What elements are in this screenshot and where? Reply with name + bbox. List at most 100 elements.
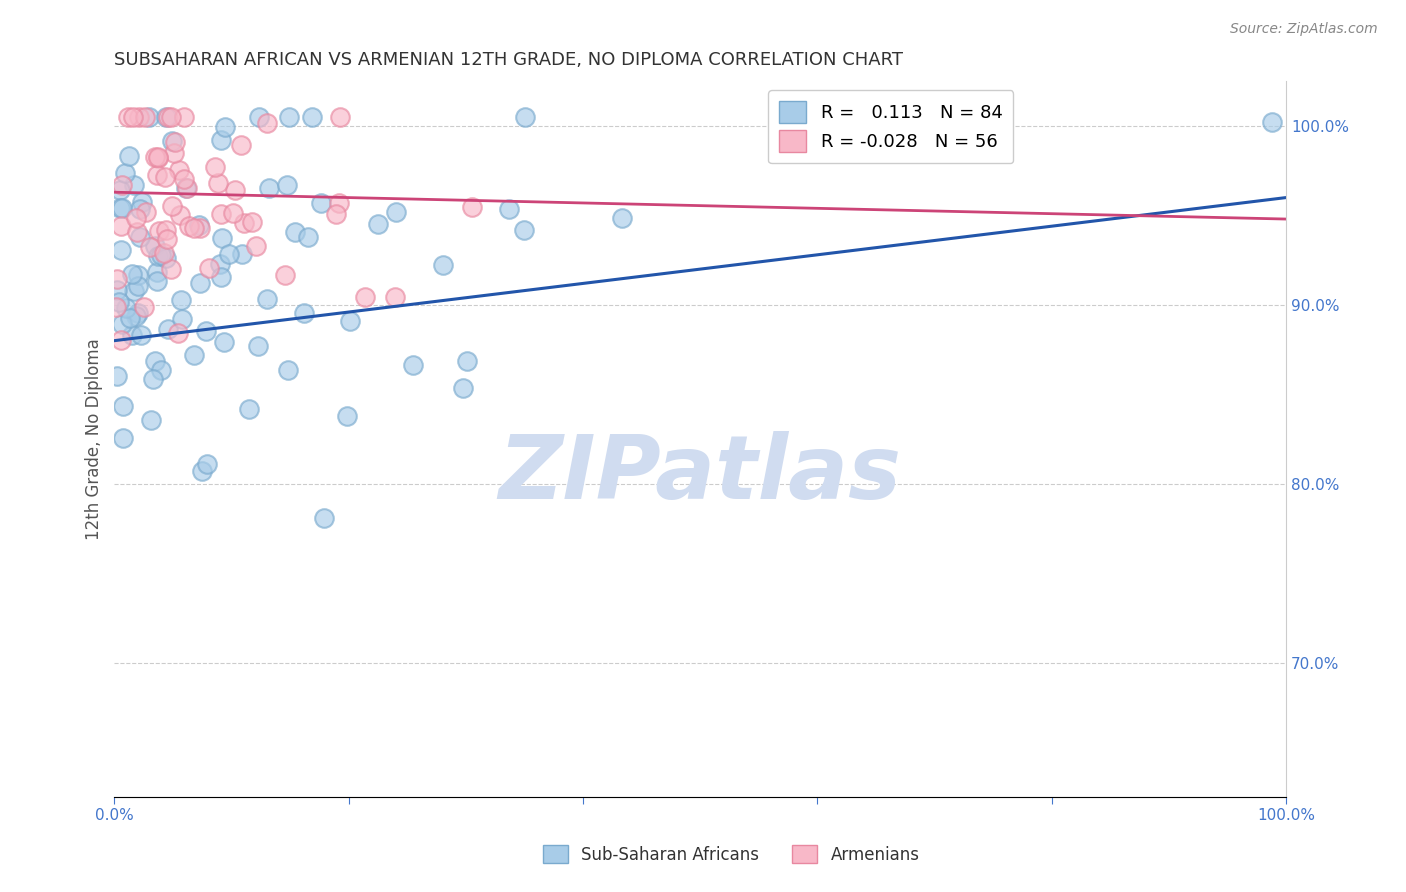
Point [138, 240, 160, 254]
Point [284, 225, 307, 239]
Point [247, 111, 270, 125]
Point [149, 363, 172, 377]
Point [166, 326, 188, 340]
Point [451, 381, 474, 395]
Point [157, 110, 180, 124]
Point [195, 457, 218, 471]
Point [146, 265, 169, 279]
Point [1261, 115, 1284, 129]
Point [309, 196, 332, 211]
Point [105, 369, 128, 384]
Point [146, 168, 169, 182]
Point [131, 194, 153, 209]
Point [105, 283, 128, 297]
Point [367, 218, 389, 232]
Point [115, 301, 138, 315]
Point [498, 202, 520, 216]
Point [128, 110, 150, 124]
Point [176, 181, 198, 195]
Point [153, 246, 176, 260]
Point [117, 110, 139, 124]
Point [143, 239, 166, 253]
Point [118, 311, 141, 326]
Point [169, 208, 191, 222]
Point [329, 110, 352, 124]
Point [111, 202, 134, 216]
Legend: Sub-Saharan Africans, Armenians: Sub-Saharan Africans, Armenians [536, 838, 927, 871]
Point [150, 248, 173, 262]
Point [146, 150, 169, 164]
Point [160, 134, 183, 148]
Point [207, 176, 229, 190]
Point [143, 150, 166, 164]
Point [162, 145, 184, 160]
Point [148, 224, 170, 238]
Point [238, 402, 260, 417]
Point [339, 314, 361, 328]
Point [138, 110, 160, 124]
Point [110, 243, 132, 257]
Point [204, 161, 226, 175]
Point [160, 199, 183, 213]
Point [146, 274, 169, 288]
Point [153, 170, 176, 185]
Point [214, 120, 236, 135]
Point [432, 258, 454, 272]
Point [110, 333, 132, 347]
Point [156, 322, 179, 336]
Point [173, 172, 195, 186]
Point [112, 431, 135, 445]
Point [325, 207, 347, 221]
Point [127, 306, 149, 320]
Point [111, 178, 134, 192]
Point [208, 257, 231, 271]
Point [209, 269, 232, 284]
Point [169, 293, 191, 307]
Point [134, 110, 156, 124]
Point [354, 290, 377, 304]
Point [211, 230, 233, 244]
Point [183, 220, 205, 235]
Point [159, 262, 181, 277]
Point [461, 200, 484, 214]
Point [336, 409, 359, 423]
Point [155, 251, 177, 265]
Point [129, 328, 152, 343]
Point [129, 229, 152, 244]
Point [456, 354, 478, 368]
Point [612, 211, 634, 225]
Point [195, 324, 218, 338]
Point [256, 116, 278, 130]
Point [209, 207, 232, 221]
Point [125, 211, 148, 226]
Point [256, 293, 278, 307]
Point [155, 232, 177, 246]
Point [218, 247, 240, 261]
Point [172, 312, 194, 326]
Point [209, 133, 232, 147]
Point [257, 180, 280, 194]
Point [125, 225, 148, 239]
Point [118, 149, 141, 163]
Point [328, 195, 350, 210]
Text: SUBSAHARAN AFRICAN VS ARMENIAN 12TH GRADE, NO DIPLOMA CORRELATION CHART: SUBSAHARAN AFRICAN VS ARMENIAN 12TH GRAD… [114, 51, 904, 69]
Point [278, 110, 301, 124]
Point [155, 223, 177, 237]
Point [513, 110, 536, 124]
Point [190, 464, 212, 478]
Point [111, 317, 134, 331]
Point [183, 348, 205, 362]
Point [155, 110, 177, 124]
Point [277, 362, 299, 376]
Point [169, 162, 191, 177]
Point [224, 183, 246, 197]
Point [165, 135, 187, 149]
Point [190, 220, 212, 235]
Point [512, 223, 534, 237]
Point [384, 290, 406, 304]
Point [402, 358, 425, 372]
Point [276, 178, 298, 193]
Point [122, 110, 145, 124]
Point [233, 216, 256, 230]
Point [141, 412, 163, 426]
